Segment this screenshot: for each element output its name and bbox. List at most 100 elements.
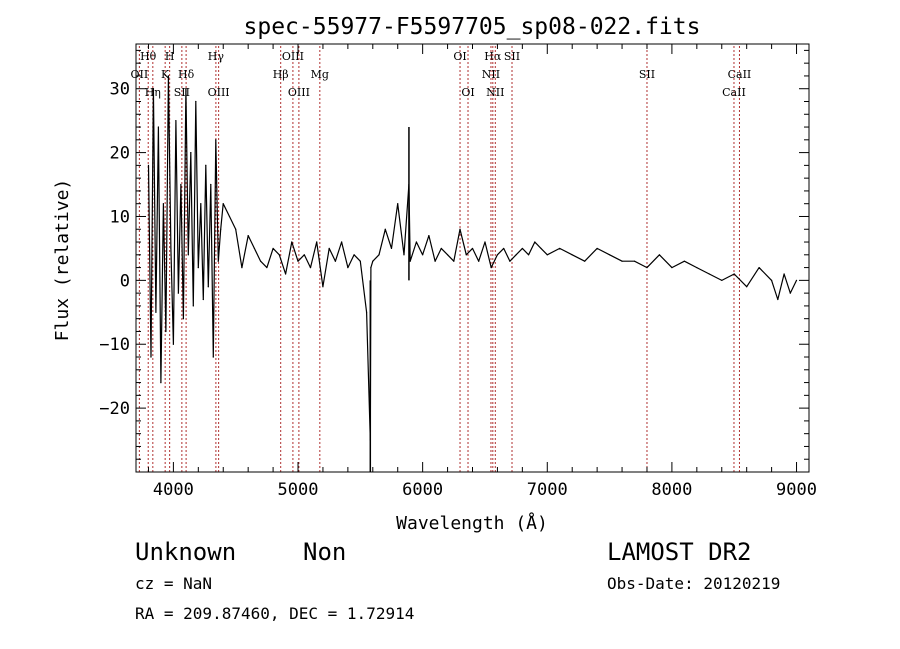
spectrum-point <box>440 247 442 250</box>
spectral-line-label: Hγ <box>208 50 225 63</box>
spectrum-point <box>471 247 474 250</box>
y-tick-label: 10 <box>110 207 130 227</box>
spectrum-point <box>422 254 424 256</box>
spectrum-point <box>783 273 785 275</box>
redshift-text: cz = NaN <box>135 574 213 593</box>
spectral-line-label: CaII <box>722 86 746 99</box>
spectrum-point <box>303 254 305 256</box>
plot-frame <box>135 43 810 473</box>
x-tick-label: 4000 <box>153 480 194 500</box>
spectrum-point <box>509 260 511 262</box>
spectrum-point <box>205 164 207 166</box>
spectrum-point <box>207 286 209 288</box>
spectral-line-label: Mg <box>311 68 329 81</box>
spectrum-point <box>160 381 162 384</box>
spectrum-point <box>272 247 274 250</box>
chart-title: spec-55977-F5597705_sp08-022.fits <box>244 14 701 40</box>
spectrum-point <box>658 254 661 256</box>
spectrum-point <box>200 203 202 205</box>
spectral-line-label: K <box>161 68 170 81</box>
spectrum-point <box>465 254 467 256</box>
spectrum-point <box>359 260 361 262</box>
spectrum-point <box>571 254 573 256</box>
spectrum-point <box>210 183 212 186</box>
spectrum-point <box>621 260 623 262</box>
spectrum-point <box>278 254 280 256</box>
spectrum-point <box>478 260 480 262</box>
spectrum-point <box>228 215 231 218</box>
spectrum-point <box>490 266 492 269</box>
spectrum-point <box>175 120 177 122</box>
axis-ticks: 4000 5000 6000 7000 8000 9000 −20 −10 0 10 20 30 <box>99 44 817 500</box>
x-tick-label: 5000 <box>278 480 319 500</box>
spectrum-line <box>147 75 798 441</box>
spectral-line-label: OIII <box>208 86 230 99</box>
spectrum-point <box>253 247 255 250</box>
spectrum-point <box>217 260 219 262</box>
spectrum-point <box>559 247 561 250</box>
y-axis-label: Flux (relative) <box>52 179 73 342</box>
spectrum-point <box>195 100 197 103</box>
spectral-line-label: OII <box>131 68 149 81</box>
spectrum-point <box>297 260 299 262</box>
spectrum-point <box>170 247 172 250</box>
y-tick-label: −20 <box>99 399 130 419</box>
spectrum-point <box>309 266 312 269</box>
spectrum-point <box>212 356 214 358</box>
spectrum-point <box>157 126 160 128</box>
spectral-line-label: OI <box>453 50 466 63</box>
spectral-line-label: Hθ <box>140 50 157 63</box>
spectrum-point <box>415 241 418 243</box>
spectrum-point <box>795 279 798 281</box>
spectrum-point <box>353 254 355 256</box>
spectrum-point <box>584 260 586 262</box>
spectrum-point <box>147 164 150 166</box>
spectrum-point <box>222 203 224 205</box>
spectrum-point <box>152 88 155 90</box>
spectrum-point <box>746 286 748 288</box>
spectrum-point <box>527 254 530 256</box>
spectrum-point <box>459 228 461 230</box>
obs-date-text: Obs-Date: 20120219 <box>607 574 781 593</box>
spectrum-point <box>365 311 368 313</box>
spectrum-point <box>182 318 184 320</box>
spectrum-point <box>484 241 486 243</box>
spectrum-point <box>187 254 189 256</box>
spectral-line-label: SII <box>639 68 655 81</box>
spectrum-point <box>291 241 293 243</box>
spectrum-point <box>521 247 523 250</box>
spectral-line-label: NII <box>486 86 504 99</box>
spectral-line-label: H <box>165 50 175 63</box>
spectrum-point <box>150 356 152 358</box>
spectrum-point <box>334 260 337 262</box>
spectrum-point <box>197 266 199 269</box>
spectrum-point <box>434 260 436 262</box>
spectrum-point <box>266 266 268 269</box>
spectrum-point <box>235 228 237 230</box>
spectral-line-label: SII <box>504 50 520 63</box>
spectrum-point <box>372 260 374 262</box>
spectrum-point <box>446 254 449 256</box>
spectral-line-label: OIII <box>282 50 304 63</box>
y-tick-label: 20 <box>110 144 130 164</box>
spectrum-point <box>683 260 685 262</box>
spectrum-point <box>172 343 174 345</box>
spectral-line-label: OI <box>461 86 474 99</box>
spectral-line-label: CaII <box>728 68 752 81</box>
spectrum-point <box>167 75 170 77</box>
spectrum-point <box>341 241 343 243</box>
spectrum-point <box>202 298 204 301</box>
spectrum-point <box>220 228 222 230</box>
spectrum-point <box>384 228 386 230</box>
spectrum-point <box>409 260 411 262</box>
spectrum-point <box>534 241 536 243</box>
spectrum-point <box>190 151 192 154</box>
spectral-line-label: Hδ <box>178 68 195 81</box>
spectrum-point <box>540 247 542 250</box>
spectrum-point <box>771 279 773 281</box>
spectrum-point <box>503 247 505 250</box>
spectrum-point <box>596 247 598 250</box>
y-tick-label: 0 <box>120 271 130 291</box>
spectrum-point <box>215 139 217 141</box>
